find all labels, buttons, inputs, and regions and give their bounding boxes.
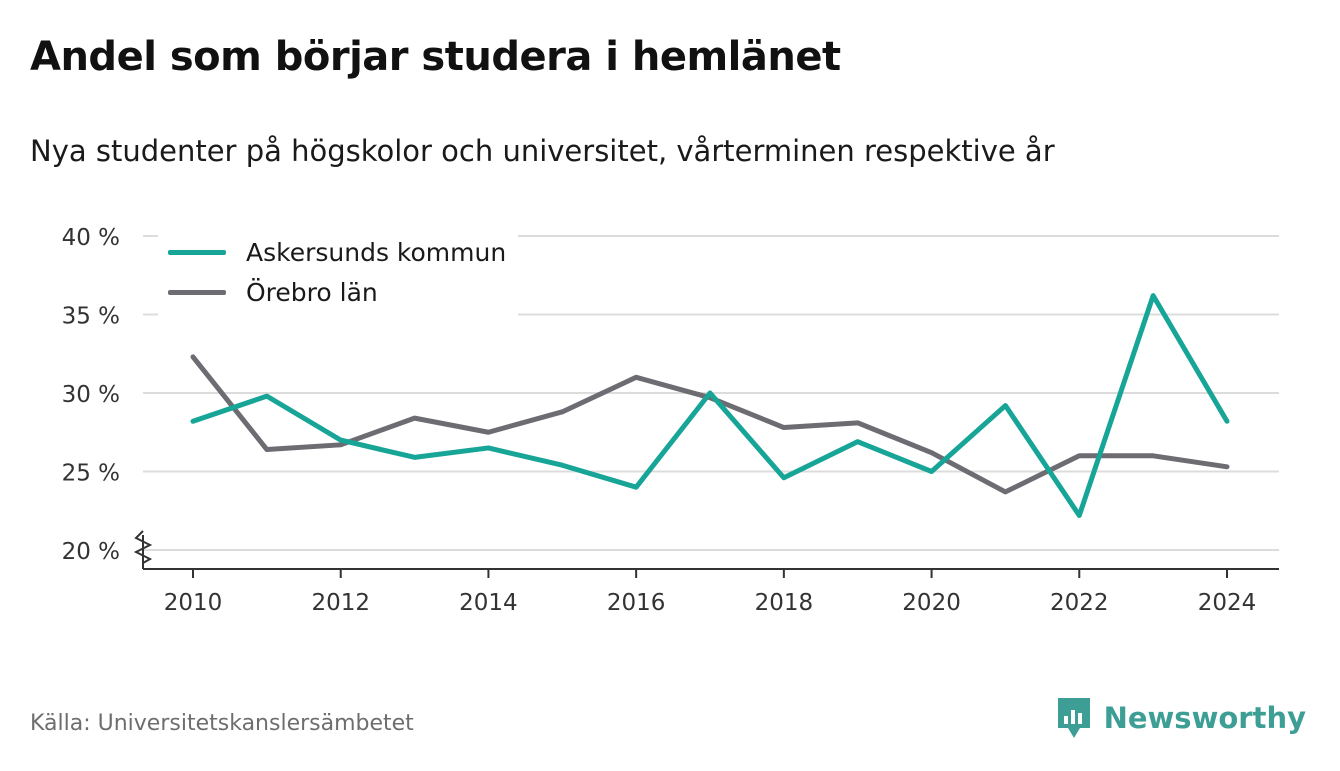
x-tick-label: 2024 (1198, 590, 1257, 616)
series-line-1 (190, 354, 1230, 495)
legend-swatch-orebro (168, 289, 226, 295)
y-tick-label: 25 % (62, 461, 120, 487)
x-tick-label: 2018 (755, 590, 814, 616)
y-tick-label: 35 % (62, 304, 120, 330)
x-tick-label: 2014 (459, 590, 518, 616)
chart-subtitle: Nya studenter på högskolor och universit… (30, 134, 1055, 168)
newsworthy-logo-icon (1057, 698, 1090, 738)
x-tick-label: 2016 (607, 590, 666, 616)
axes: 20 % 25 % 30 % 35 % 40 % 2010 2012 2014 2016 2018… (62, 225, 1279, 616)
series-lines (190, 293, 1230, 518)
y-tick-label: 40 % (62, 225, 120, 251)
y-tick-label: 20 % (62, 539, 120, 565)
y-tick-label: 30 % (62, 382, 120, 408)
brand-name: Newsworthy (1103, 701, 1306, 735)
series-line-0 (190, 293, 1230, 518)
x-tick-label: 2020 (902, 590, 961, 616)
legend-label-askersund: Askersunds kommun (246, 237, 507, 267)
x-tick-label: 2022 (1050, 590, 1109, 616)
legend-swatch-askersund (168, 249, 226, 255)
chart-title: Andel som börjar studera i hemlänet (30, 34, 841, 80)
legend-item-askersund: Askersunds kommun (158, 232, 518, 272)
legend: Askersunds kommun Örebro län (158, 228, 518, 318)
source-note: Källa: Universitetskanslersämbetet (30, 711, 414, 736)
y-axis-break-icon (133, 530, 153, 564)
x-tick-label: 2012 (311, 590, 370, 616)
x-tick-label: 2010 (164, 590, 223, 616)
legend-item-orebro: Örebro län (158, 272, 518, 312)
legend-label-orebro: Örebro län (246, 277, 378, 307)
brand[interactable]: Newsworthy (1056, 696, 1306, 740)
